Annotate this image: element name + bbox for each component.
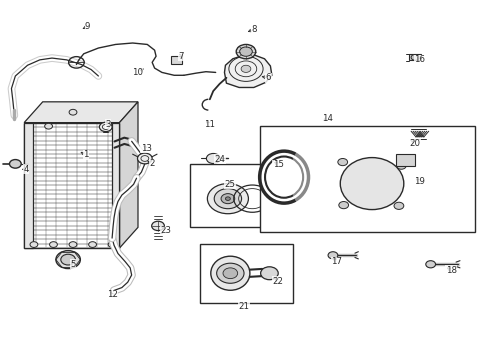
Text: 25: 25 bbox=[225, 180, 236, 189]
Text: 23: 23 bbox=[160, 226, 172, 235]
Text: 3: 3 bbox=[105, 120, 111, 129]
Bar bbox=[200, 244, 293, 303]
Polygon shape bbox=[224, 55, 272, 87]
Text: 9: 9 bbox=[85, 22, 90, 31]
Text: 6: 6 bbox=[266, 73, 271, 82]
Bar bbox=[171, 56, 182, 64]
Circle shape bbox=[339, 202, 348, 209]
Text: 17: 17 bbox=[331, 257, 343, 266]
Text: 8: 8 bbox=[251, 25, 257, 34]
Circle shape bbox=[61, 254, 75, 265]
Circle shape bbox=[152, 221, 164, 230]
Circle shape bbox=[214, 189, 242, 209]
Circle shape bbox=[394, 202, 404, 210]
Text: 14: 14 bbox=[321, 114, 333, 123]
Ellipse shape bbox=[211, 256, 250, 290]
Circle shape bbox=[69, 109, 77, 115]
Text: 13: 13 bbox=[141, 144, 152, 153]
Circle shape bbox=[221, 194, 235, 204]
Circle shape bbox=[45, 123, 52, 129]
Circle shape bbox=[240, 47, 252, 56]
Bar bbox=[260, 126, 475, 232]
Circle shape bbox=[261, 267, 278, 280]
Circle shape bbox=[138, 153, 152, 164]
Circle shape bbox=[355, 171, 389, 196]
Circle shape bbox=[207, 184, 248, 214]
Circle shape bbox=[426, 261, 436, 268]
Circle shape bbox=[236, 44, 256, 59]
Text: 2: 2 bbox=[149, 159, 155, 168]
Text: 4: 4 bbox=[24, 165, 29, 174]
Text: 21: 21 bbox=[239, 302, 249, 311]
Text: 7: 7 bbox=[179, 52, 184, 61]
Text: 5: 5 bbox=[70, 260, 76, 269]
Text: 10: 10 bbox=[132, 68, 143, 77]
Circle shape bbox=[30, 242, 38, 247]
Circle shape bbox=[9, 159, 21, 168]
Text: 24: 24 bbox=[214, 155, 225, 164]
Circle shape bbox=[217, 263, 244, 283]
Text: 16: 16 bbox=[415, 55, 425, 64]
Circle shape bbox=[56, 251, 80, 269]
Text: 20: 20 bbox=[410, 139, 420, 148]
Circle shape bbox=[108, 242, 116, 247]
Text: 1: 1 bbox=[83, 150, 89, 159]
Text: 19: 19 bbox=[415, 177, 425, 186]
Ellipse shape bbox=[340, 158, 404, 210]
Bar bbox=[24, 123, 33, 248]
Circle shape bbox=[363, 177, 381, 190]
Text: 11: 11 bbox=[204, 120, 215, 129]
Bar bbox=[24, 123, 120, 248]
Circle shape bbox=[69, 242, 77, 247]
Circle shape bbox=[241, 65, 251, 72]
Bar bbox=[112, 123, 120, 248]
Circle shape bbox=[89, 242, 97, 247]
Text: 22: 22 bbox=[273, 276, 284, 285]
Circle shape bbox=[223, 268, 238, 279]
Bar bbox=[190, 164, 266, 227]
Text: 12: 12 bbox=[107, 290, 118, 299]
Circle shape bbox=[411, 54, 419, 60]
Bar bbox=[396, 154, 415, 166]
Text: 18: 18 bbox=[446, 266, 457, 275]
Circle shape bbox=[99, 122, 112, 132]
Circle shape bbox=[49, 242, 57, 247]
Polygon shape bbox=[409, 54, 421, 60]
Circle shape bbox=[225, 197, 230, 201]
Circle shape bbox=[328, 252, 338, 259]
Circle shape bbox=[338, 158, 347, 166]
Polygon shape bbox=[120, 102, 138, 248]
Circle shape bbox=[396, 162, 406, 169]
Text: 15: 15 bbox=[273, 161, 284, 170]
Polygon shape bbox=[24, 102, 138, 123]
Circle shape bbox=[206, 153, 220, 163]
